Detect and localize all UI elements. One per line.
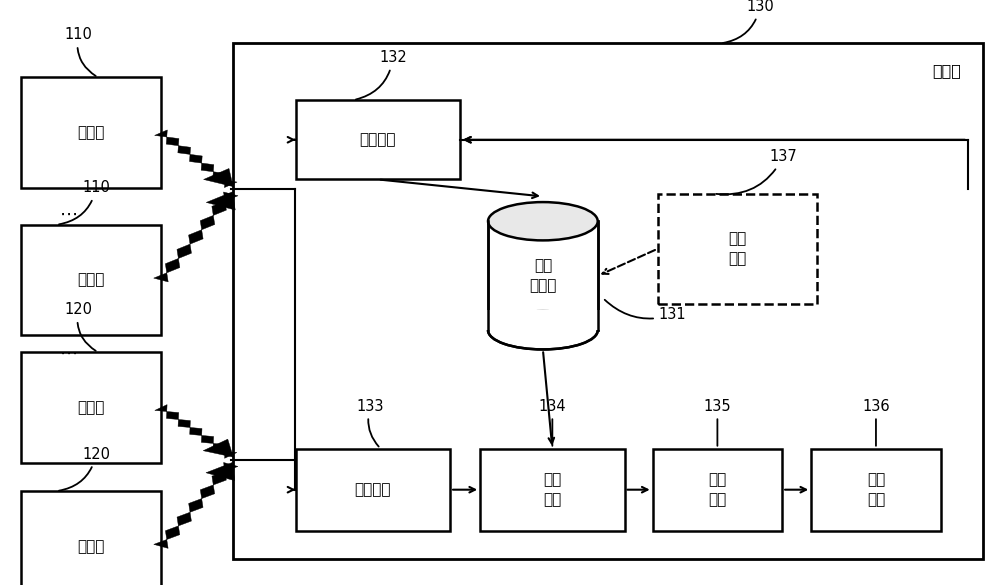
Text: ⋯: ⋯ xyxy=(60,345,78,362)
Text: 135: 135 xyxy=(704,398,731,446)
Ellipse shape xyxy=(488,202,598,240)
Text: 134: 134 xyxy=(539,398,566,446)
Polygon shape xyxy=(206,192,235,210)
Polygon shape xyxy=(154,192,238,282)
Bar xyxy=(658,193,817,304)
Text: 120: 120 xyxy=(59,447,110,490)
Polygon shape xyxy=(155,404,237,458)
Text: 指派
模块: 指派 模块 xyxy=(728,231,746,266)
Text: 110: 110 xyxy=(59,180,110,224)
Text: 120: 120 xyxy=(64,302,96,351)
Text: 搞乘模块: 搞乘模块 xyxy=(355,482,391,497)
Text: 伺服端: 伺服端 xyxy=(932,63,961,79)
Bar xyxy=(296,100,460,179)
Bar xyxy=(21,77,161,188)
Text: 133: 133 xyxy=(357,398,384,447)
Text: ⋯: ⋯ xyxy=(60,206,78,223)
Bar xyxy=(653,449,782,531)
Bar xyxy=(233,43,983,559)
Text: 信息
数据库: 信息 数据库 xyxy=(529,258,557,293)
Polygon shape xyxy=(203,439,233,457)
Polygon shape xyxy=(155,130,237,188)
Text: 131: 131 xyxy=(605,300,686,322)
Text: 137: 137 xyxy=(716,149,797,195)
Polygon shape xyxy=(204,169,233,186)
Text: 136: 136 xyxy=(862,398,890,446)
Text: 传送
模块: 传送 模块 xyxy=(867,472,885,507)
Polygon shape xyxy=(154,462,238,548)
Text: 132: 132 xyxy=(356,50,407,100)
Text: 司机端: 司机端 xyxy=(77,539,105,554)
Text: 车况模块: 车况模块 xyxy=(360,132,396,147)
Ellipse shape xyxy=(488,311,598,349)
Text: 130: 130 xyxy=(723,0,774,43)
Bar xyxy=(21,225,161,335)
Text: 筛选
模块: 筛选 模块 xyxy=(543,472,561,507)
Polygon shape xyxy=(206,462,235,481)
Bar xyxy=(21,491,161,586)
Bar xyxy=(486,310,600,331)
Text: 110: 110 xyxy=(64,28,96,76)
Bar xyxy=(811,449,941,531)
Text: 司机端: 司机端 xyxy=(77,400,105,415)
Text: 乘客端: 乘客端 xyxy=(77,272,105,288)
Text: 乘客端: 乘客端 xyxy=(77,125,105,140)
Bar xyxy=(21,352,161,463)
Bar xyxy=(480,449,625,531)
Text: 配对
模块: 配对 模块 xyxy=(708,472,727,507)
Bar xyxy=(296,449,450,531)
